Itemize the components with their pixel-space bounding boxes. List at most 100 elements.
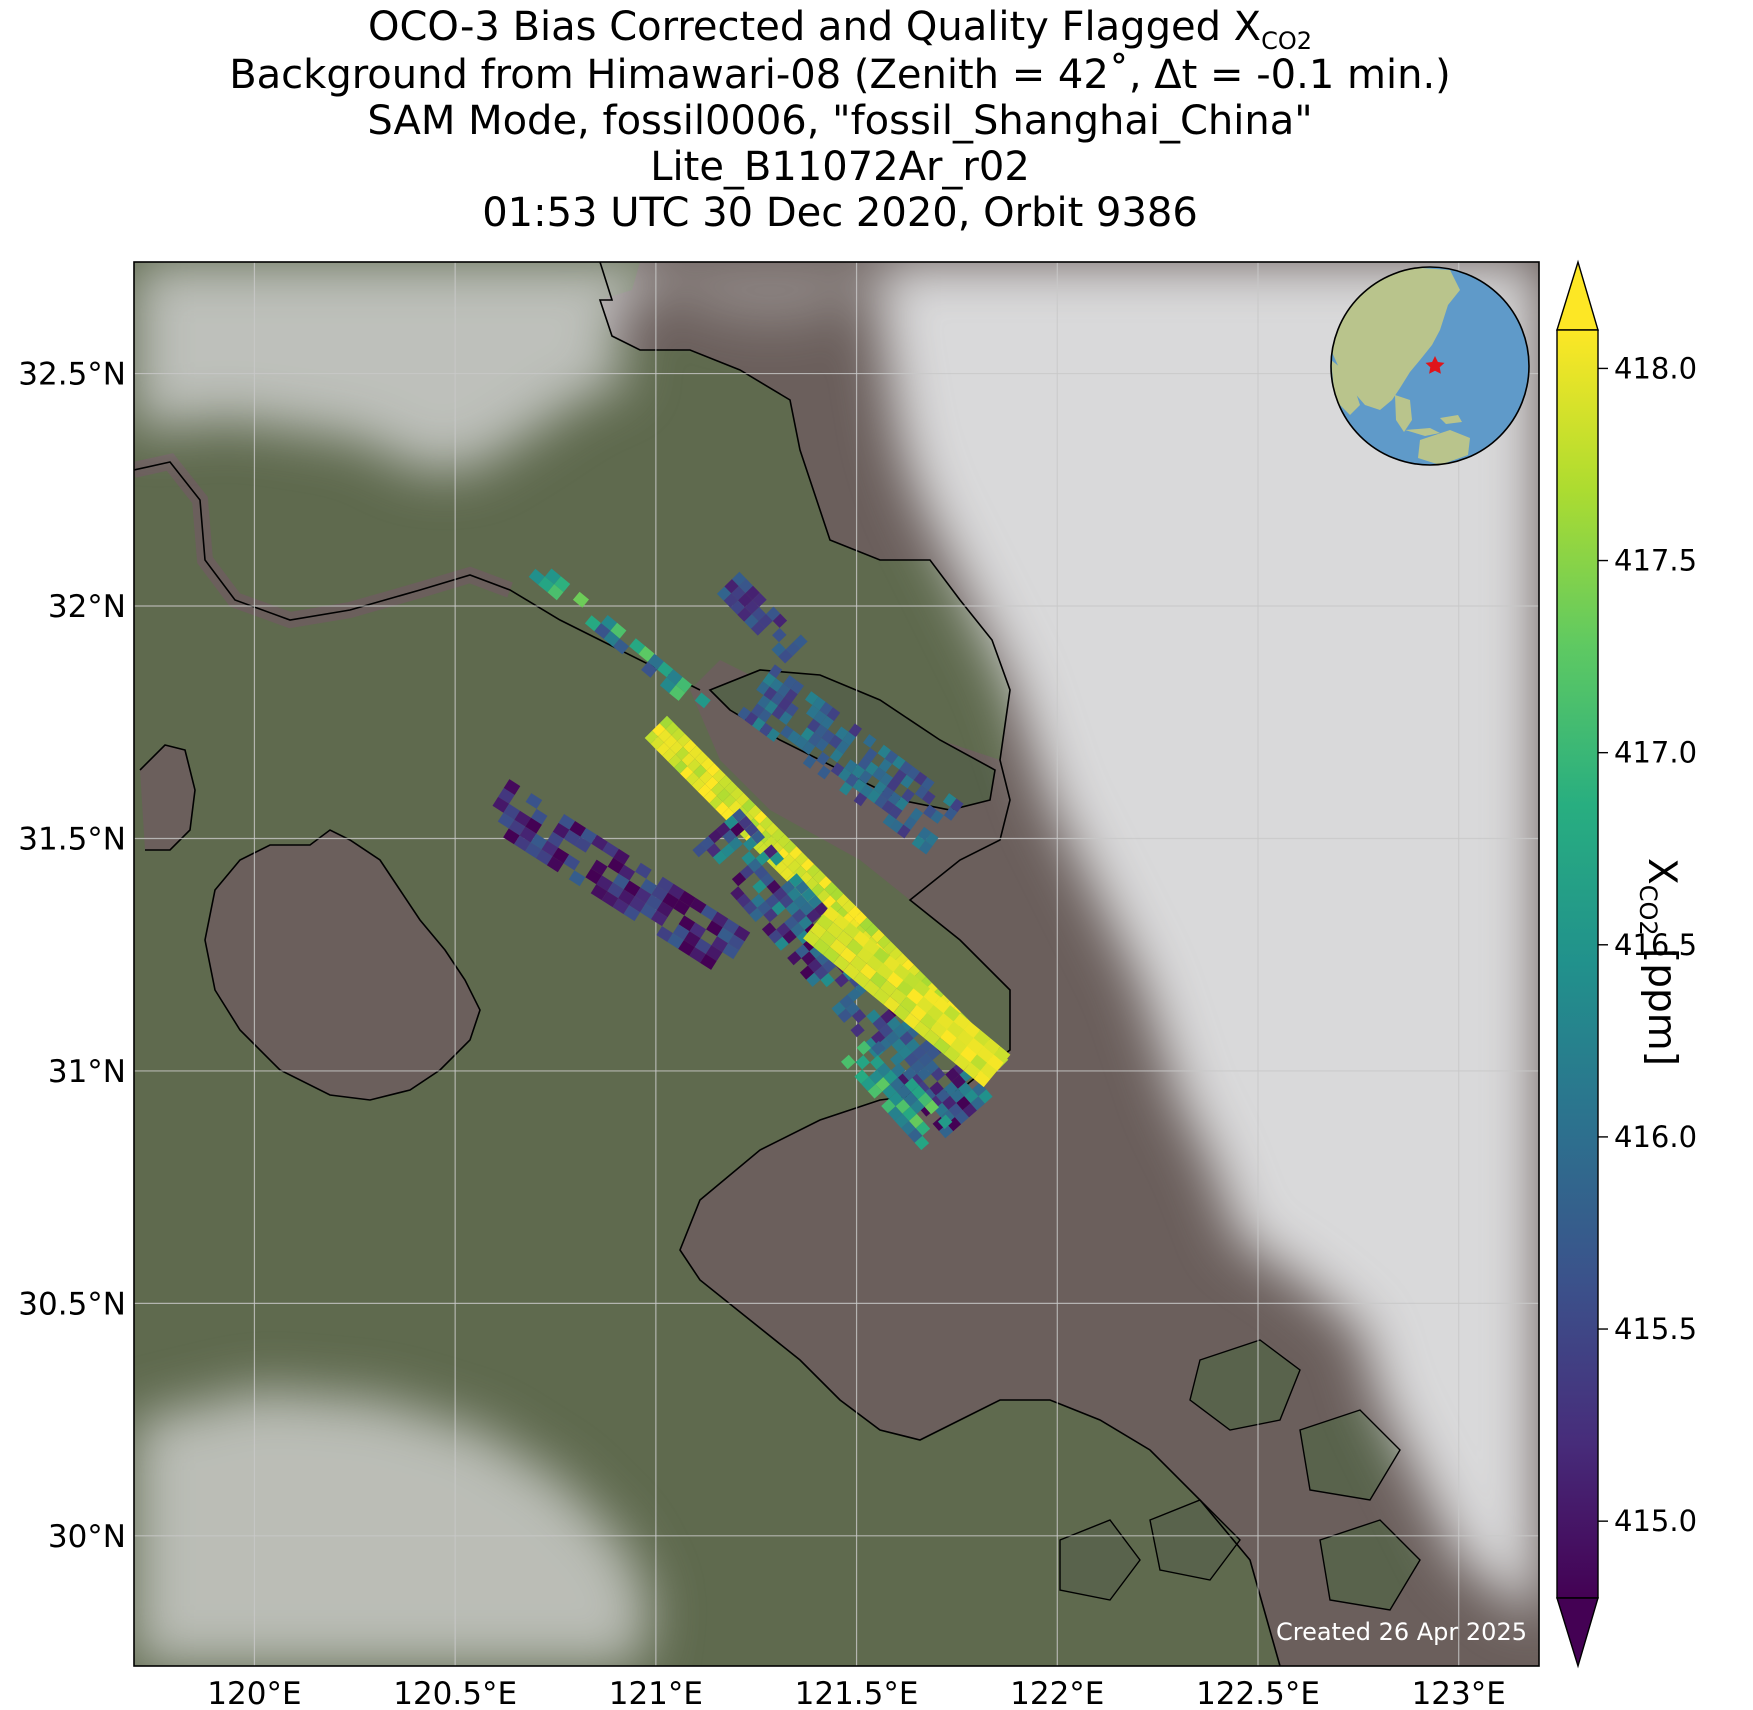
river-outline — [134, 461, 701, 691]
xco2-sounding-cell — [800, 858, 815, 872]
xco2-sounding-cell — [689, 745, 703, 759]
xco2-sounding-cell — [787, 951, 802, 966]
xco2-sounding-cell — [750, 893, 766, 908]
xco2-sounding-cell — [901, 788, 915, 803]
xco2-sounding-cell — [692, 843, 707, 858]
xco2-sounding-cell — [842, 899, 856, 913]
xco2-sounding-cell — [755, 851, 770, 866]
lat-tick-label: 31.5°N — [18, 821, 126, 857]
xco2-sounding-cell — [803, 930, 820, 947]
xco2-sounding-cell — [942, 793, 957, 807]
xco2-sounding-cell — [815, 738, 829, 752]
xco2-sounding-cell — [839, 994, 854, 1009]
xco2-sounding-cell — [887, 791, 902, 806]
xco2-sounding-cell — [791, 908, 807, 923]
xco2-sounding-cell — [900, 996, 917, 1013]
xco2-sounding-cell — [738, 815, 753, 830]
xco2-sounding-cell — [852, 1009, 867, 1024]
xco2-sounding-cell — [752, 879, 767, 894]
xco2-sounding-cell — [700, 954, 717, 970]
xco2-sounding-cell — [853, 911, 868, 925]
xco2-sounding-cell — [870, 1055, 885, 1070]
colorbar-tick-label: 416.0 — [1614, 1120, 1697, 1154]
xco2-sounding-cell — [917, 826, 932, 841]
xco2-sounding-cell — [830, 762, 845, 777]
xco2-sounding-cell — [700, 904, 718, 921]
xco2-sounding-cell — [800, 727, 815, 742]
xco2-sounding-cell — [917, 1092, 933, 1107]
xco2-sounding-cell — [911, 835, 926, 850]
xco2-sounding-cell — [847, 987, 862, 1002]
xco2-sounding-cell — [771, 705, 786, 720]
colorbar-extend-top — [1556, 259, 1599, 331]
lat-tick-label: 30°N — [48, 1519, 126, 1555]
xco2-sounding-cell — [675, 677, 692, 693]
xco2-sounding-cell — [662, 892, 679, 909]
xco2-sounding-cell — [613, 638, 630, 655]
xco2-sounding-cell — [809, 922, 827, 939]
xco2-sounding-cell — [916, 1067, 931, 1082]
xco2-sounding-cell — [913, 1021, 931, 1038]
xco2-sounding-cell — [933, 996, 951, 1014]
xco2-sounding-cell — [926, 1045, 941, 1061]
xco2-sounding-cell — [866, 955, 884, 972]
xco2-sounding-cell — [612, 873, 630, 890]
xco2-sounding-cell — [880, 980, 897, 997]
xco2-sounding-cell — [777, 834, 791, 848]
xco2-sounding-cell — [871, 1030, 886, 1045]
xco2-sounding-cell — [872, 767, 886, 781]
xco2-sounding-cell — [806, 864, 820, 878]
globe-australia-land — [1418, 430, 1470, 465]
xco2-sounding-cell — [822, 895, 837, 909]
xco2-sounding-cell — [736, 893, 751, 908]
xco2-sounding-cell — [885, 1030, 900, 1046]
xco2-sounding-cell — [816, 751, 830, 766]
xco2-sounding-cell — [812, 870, 826, 884]
colorbar: 415.0 415.5 416.0 416.5 417.0 417.5 418.0 — [1556, 259, 1697, 1669]
xco2-sounding-cell — [694, 692, 711, 709]
colorbar-ticks: 415.0 415.5 416.0 416.5 417.0 417.5 418.0 — [1598, 351, 1697, 1538]
xco2-sounding-cell — [902, 1066, 917, 1081]
xco2-sounding-cell — [865, 923, 879, 937]
xco2-sounding-cell — [844, 759, 858, 774]
xco2-sounding-cell — [914, 1135, 930, 1151]
xco2-sounding-cell — [612, 898, 630, 915]
lon-tick-label: 122°E — [1010, 1676, 1104, 1710]
xco2-sounding-cell — [782, 929, 797, 944]
xco2-sounding-cell — [903, 816, 917, 830]
xco2-sounding-cell — [716, 788, 731, 802]
lake-north-west — [140, 745, 195, 850]
xco2-sounding-cell — [852, 778, 867, 793]
xco2-sounding-cell — [799, 901, 814, 916]
xco2-sounding-cell — [747, 858, 762, 873]
xco2-sounding-cell — [950, 798, 964, 813]
xco2-sounding-cell — [980, 1062, 998, 1079]
xco2-sounding-cell — [890, 988, 907, 1005]
xco2-sounding-cell — [962, 1103, 977, 1118]
xco2-sounding-cell — [766, 606, 781, 621]
xco2-sounding-cell — [783, 840, 797, 854]
xco2-sounding-cell — [784, 688, 798, 703]
xco2-sounding-cell — [712, 769, 726, 783]
xco2-sounding-cell — [806, 972, 821, 987]
xco2-sounding-cell — [843, 963, 860, 980]
lat-tick-label: 32.5°N — [18, 357, 126, 393]
xco2-sounding-cell — [731, 872, 747, 887]
xco2-sounding-cell — [651, 885, 668, 902]
xco2-sounding-cell — [931, 1067, 946, 1082]
xco2-sounding-cell — [572, 591, 589, 608]
xco2-sounding-cell — [756, 843, 770, 857]
xco2-sounding-cell — [845, 773, 859, 788]
xco2-sounding-cell — [744, 614, 759, 629]
xco2-sounding-cell — [618, 864, 636, 881]
xco2-sounding-cell — [761, 922, 777, 937]
xco2-sounding-cell — [541, 840, 559, 857]
xco2-sounding-cell — [787, 730, 801, 745]
xco2-sounding-cell — [856, 1040, 871, 1055]
xco2-sounding-cell — [896, 1084, 912, 1100]
xco2-sounding-cell — [552, 847, 570, 864]
xco2-sounding-cell — [760, 872, 775, 887]
xco2-sounding-cell — [859, 784, 874, 798]
xco2-sounding-cell — [830, 887, 844, 902]
